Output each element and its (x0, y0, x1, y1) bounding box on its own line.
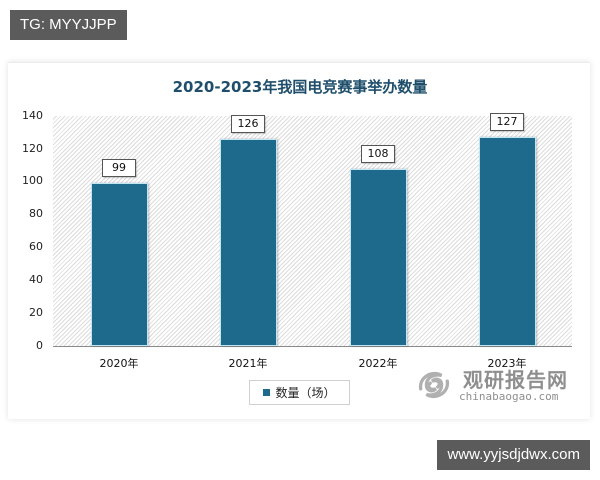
legend-label: 数量（场） (275, 386, 336, 400)
watermark-cn-text: 观研报告网 (463, 368, 568, 392)
data-label: 99 (102, 159, 136, 178)
watermark-logo: 观研报告网 chinabaogao.com (415, 364, 585, 408)
swirl-logo-icon (419, 371, 449, 399)
chart-legend: 数量（场） (249, 380, 350, 405)
bar (219, 139, 277, 346)
watermark-tag-top: TG: MYYJJPP (10, 10, 127, 40)
chart-title: 2020-2023年我国电竞赛事举办数量 (172, 78, 428, 96)
x-tick: 2021年 (228, 357, 268, 370)
x-tick: 2022年 (358, 357, 398, 370)
y-tick: 60 (29, 240, 43, 253)
x-tick: 2020年 (99, 357, 139, 370)
watermark-tag-bottom: www.yyjsdjdwx.com (437, 440, 590, 470)
y-tick: 40 (29, 273, 43, 286)
data-label: 127 (490, 113, 524, 132)
y-tick: 100 (22, 174, 43, 187)
legend-swatch (263, 389, 271, 396)
y-tick: 20 (29, 306, 43, 319)
y-tick: 0 (36, 339, 43, 352)
x-tick: 2023年 (487, 357, 527, 370)
bar (478, 137, 536, 346)
x-axis-line (53, 346, 572, 347)
data-label: 108 (361, 144, 395, 163)
data-label: 126 (231, 115, 265, 133)
y-tick: 140 (22, 109, 43, 122)
watermark-en-text: chinabaogao.com (459, 390, 559, 403)
y-tick: 80 (29, 207, 43, 220)
bar (90, 183, 148, 346)
bar (349, 168, 407, 346)
y-tick: 120 (22, 142, 43, 155)
